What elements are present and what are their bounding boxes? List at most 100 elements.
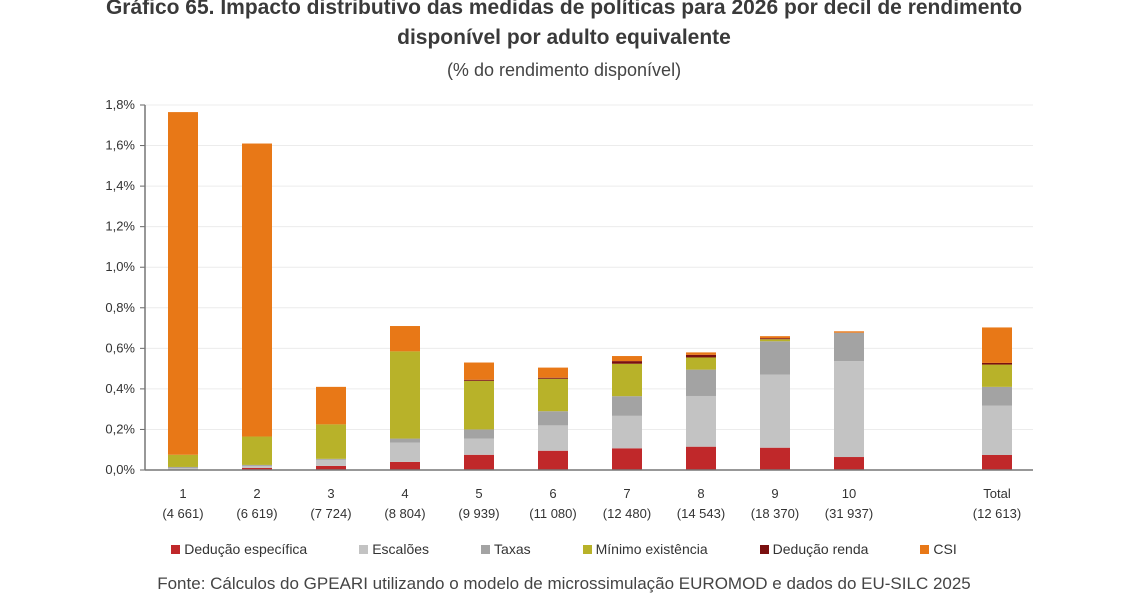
bar-segment <box>316 424 346 459</box>
bar-segment <box>242 464 272 466</box>
bar-segment <box>982 362 1012 365</box>
bar-segment <box>612 448 642 470</box>
bar-segment <box>686 446 716 470</box>
bar-segment <box>538 367 568 378</box>
x-tick-sublabel: (9 939) <box>458 506 499 521</box>
bar-segment <box>834 332 864 362</box>
y-tick-label: 1,8% <box>105 97 135 112</box>
legend-swatch <box>359 544 369 554</box>
x-tick-label: Total <box>983 486 1011 501</box>
x-tick-sublabel: (4 661) <box>162 506 203 521</box>
bar-segment <box>612 361 642 364</box>
legend-label: Mínimo existência <box>595 541 708 557</box>
bar-segment <box>464 362 494 380</box>
legend: Dedução específica Escalões Taxas Mínimo ex… <box>0 541 1128 557</box>
x-tick-label: 4 <box>401 486 408 501</box>
bar-segment <box>612 356 642 362</box>
x-tick-sublabel: (7 724) <box>310 506 351 521</box>
bar-segment <box>390 461 420 470</box>
legend-item: CSI <box>920 541 957 557</box>
x-tick-sublabel: (12 480) <box>603 506 651 521</box>
bar-segment <box>390 351 420 439</box>
bar-segment <box>168 467 198 470</box>
legend-label: Dedução renda <box>772 541 869 557</box>
bar-segment <box>612 415 642 449</box>
bar-segment <box>316 459 346 466</box>
y-tick-label: 0,4% <box>105 381 135 396</box>
bar-segment <box>316 386 346 425</box>
bar-segment <box>538 377 568 379</box>
legend-item: Escalões <box>359 541 429 557</box>
x-tick-label: 5 <box>475 486 482 501</box>
legend-label: Dedução específica <box>184 541 308 557</box>
bar-segment <box>538 411 568 426</box>
bar-segment <box>686 357 716 370</box>
bar-segment <box>242 467 272 470</box>
bar-segment <box>612 396 642 416</box>
legend-label: Taxas <box>494 541 531 557</box>
bar-segment <box>760 336 790 339</box>
legend-item: Dedução renda <box>759 541 869 557</box>
x-tick-label: 2 <box>253 486 260 501</box>
bar-segment <box>464 438 494 455</box>
bar-segment <box>834 361 864 458</box>
x-tick-sublabel: (6 619) <box>236 506 277 521</box>
bar-segment <box>982 327 1012 363</box>
bar-segment <box>982 454 1012 470</box>
bar-segment <box>168 112 198 455</box>
stacked-bar-chart: 0,0% 0,2% 0,4% 0,6% 0,8% 1,0% 1,2% 1,4% 1,6% 1,8%… <box>105 97 1033 521</box>
x-tick-label: 1 <box>179 486 186 501</box>
x-tick-label: 7 <box>623 486 630 501</box>
bar-segment <box>316 458 346 460</box>
bar-segment <box>390 326 420 352</box>
bar-segment <box>316 465 346 470</box>
legend-swatch <box>920 544 930 554</box>
bar-segment <box>834 331 864 333</box>
x-tick-sublabel: (31 937) <box>825 506 873 521</box>
bar-segment <box>686 352 716 355</box>
x-tick-label: 9 <box>771 486 778 501</box>
bar-segment <box>612 363 642 397</box>
bar-segment <box>686 369 716 396</box>
chart-subtitle: (% do rendimento disponível) <box>446 60 682 80</box>
chart-title: Gráfico 65. Impacto distributivo das med… <box>0 0 1128 53</box>
bar-segment <box>538 450 568 470</box>
bar-segment <box>464 379 494 381</box>
x-tick-label: 8 <box>697 486 704 501</box>
bar-segment <box>168 454 198 467</box>
y-tick-label: 0,0% <box>105 462 135 477</box>
bar-segment <box>390 438 420 443</box>
y-tick-label: 1,6% <box>105 138 135 153</box>
x-tick-label: 10 <box>842 486 856 501</box>
bar-segment <box>760 338 790 340</box>
y-tick-label: 1,2% <box>105 219 135 234</box>
legend-item: Mínimo existência <box>582 541 708 557</box>
bar-segment <box>760 341 790 375</box>
legend-swatch <box>171 544 181 554</box>
legend-item: Taxas <box>481 541 531 557</box>
bar-segment <box>242 436 272 465</box>
x-tick-sublabel: (18 370) <box>751 506 799 521</box>
legend-label: CSI <box>933 541 957 557</box>
legend-swatch <box>582 544 592 554</box>
bar-segment <box>538 425 568 451</box>
bar-segment <box>760 447 790 470</box>
legend-swatch <box>481 544 491 554</box>
legend-item: Dedução específica <box>171 541 307 557</box>
legend-label: Escalões <box>372 541 430 557</box>
bar-segment <box>982 405 1012 455</box>
legend-swatch <box>759 544 769 554</box>
bar-segment <box>168 466 198 468</box>
bar-segment <box>242 143 272 437</box>
x-tick-sublabel: (14 543) <box>677 506 725 521</box>
source-note: Fonte: Cálculos do GPEARI utilizando o m… <box>157 574 971 593</box>
chart-title-line1: Gráfico 65. Impacto distributivo das med… <box>105 0 1023 19</box>
chart-title-line2: disponível por adulto equivalente <box>397 26 731 49</box>
y-tick-label: 1,4% <box>105 178 135 193</box>
bar-segment <box>760 339 790 342</box>
y-tick-label: 0,6% <box>105 340 135 355</box>
x-tick-label: 3 <box>327 486 334 501</box>
y-tick-label: 0,8% <box>105 300 135 315</box>
x-tick-sublabel: (11 080) <box>529 506 576 521</box>
bar-segment <box>982 364 1012 387</box>
